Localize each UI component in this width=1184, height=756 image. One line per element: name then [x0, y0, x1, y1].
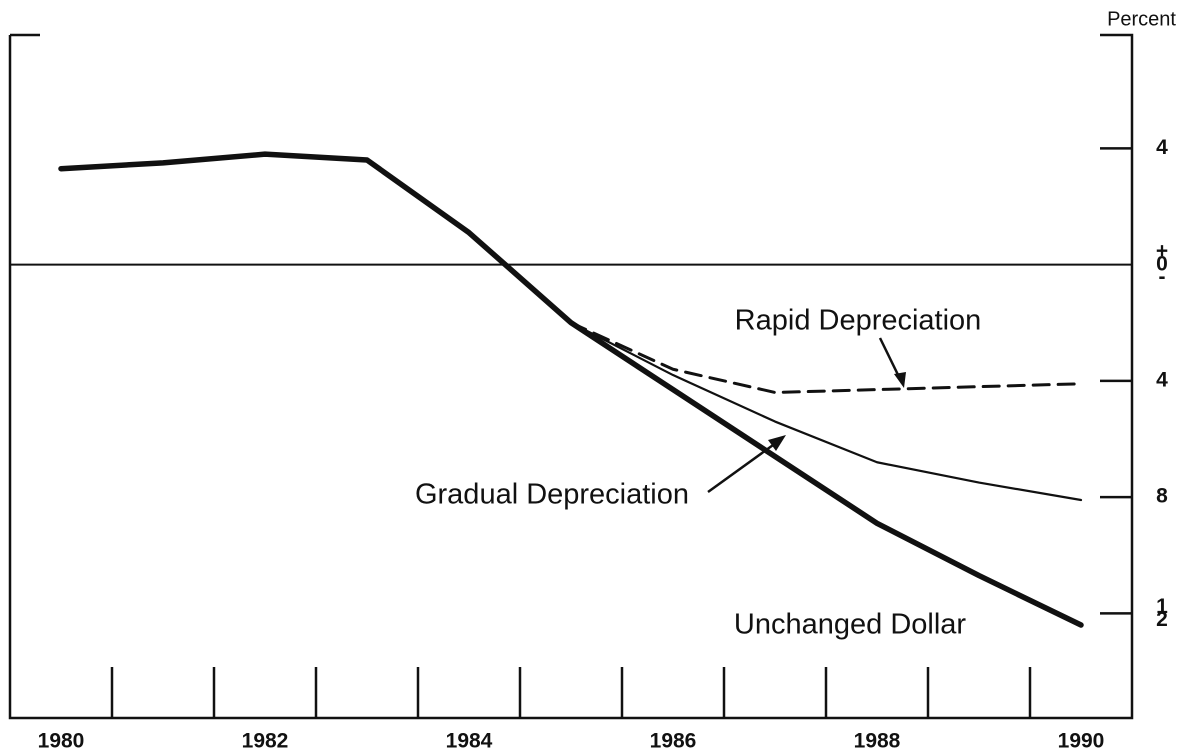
series-label: Rapid Depreciation: [735, 305, 982, 337]
x-tick-label: 1984: [446, 730, 493, 753]
y-axis-label: Percent: [1107, 8, 1176, 30]
line-series: [569, 321, 1083, 394]
arrow-head: [894, 372, 906, 388]
y-tick-label: 4: [1156, 368, 1168, 391]
plot-frame: [8, 33, 1134, 720]
line-series: [58, 151, 1084, 628]
x-tick-label: 1986: [650, 730, 697, 753]
x-tick-label: 1980: [38, 730, 85, 753]
x-tick-label: 1988: [854, 730, 901, 753]
y-tick-label: 8: [1156, 485, 1168, 508]
x-tick-label: 1990: [1058, 730, 1105, 753]
arrow: [707, 438, 781, 494]
series-label: Unchanged Dollar: [734, 609, 966, 641]
arrow-head: [768, 435, 786, 451]
line-series: [569, 321, 1083, 502]
series-label: Gradual Depreciation: [415, 479, 689, 511]
x-tick-label: 1982: [242, 730, 289, 753]
y-tick-label: +0-: [1156, 239, 1168, 288]
y-tick-label: 4: [1156, 136, 1168, 159]
